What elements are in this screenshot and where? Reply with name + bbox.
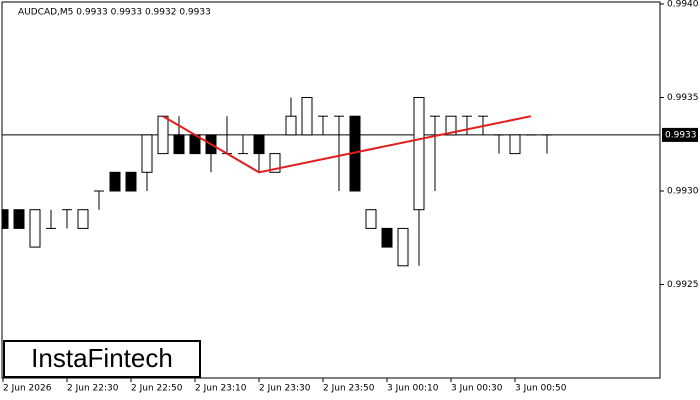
- candle-body: [173, 134, 185, 155]
- candle-body: [509, 134, 521, 155]
- y-tick-label: 0.9930: [667, 187, 699, 197]
- candle-body: [13, 209, 25, 229]
- y-tick-label: 0.9935: [667, 93, 699, 103]
- x-tick-label: 2 Jun 23:10: [195, 384, 247, 394]
- plot-area: [2, 97, 660, 267]
- candle-body: [445, 115, 457, 136]
- candle-body: [157, 115, 169, 155]
- x-tick-label: 2 Jun 23:30: [259, 384, 311, 394]
- candle-body: [109, 171, 121, 192]
- candle-body: [365, 209, 377, 229]
- x-tick-label: 2 Jun 22:30: [67, 384, 119, 394]
- candle-body: [77, 209, 89, 229]
- candle-body: [301, 97, 313, 136]
- watermark: InstaFintech: [31, 343, 173, 373]
- x-tick-label: 3 Jun 00:50: [515, 384, 567, 394]
- x-tick-label: 3 Jun 00:10: [387, 384, 439, 394]
- plot-frame: [1, 1, 661, 379]
- candle-body: [125, 171, 137, 192]
- y-tick-label: 0.9940: [667, 0, 699, 10]
- candle-body: [253, 134, 265, 155]
- candle-body: [381, 227, 393, 248]
- chart-title: AUDCAD,M5 0.9933 0.9933 0.9932 0.9933: [18, 8, 211, 18]
- x-tick-label: 2 Jun 22:50: [131, 384, 183, 394]
- candle-body: [29, 209, 41, 248]
- x-tick-label: 2 Jun 2026: [3, 384, 52, 394]
- last-price-label: 0.9933: [665, 130, 697, 140]
- candle-body: [285, 115, 297, 136]
- last-price-box: [662, 127, 698, 142]
- pattern-line: [162, 115, 532, 174]
- candle-body: [269, 153, 281, 173]
- watermark-box: [3, 340, 201, 378]
- candle-body: [397, 227, 409, 267]
- x-tick-label: 2 Jun 23:50: [323, 384, 375, 394]
- candle-body: [413, 97, 425, 211]
- candle-body: [141, 134, 153, 173]
- x-tick-label: 3 Jun 00:30: [451, 384, 503, 394]
- y-tick-label: 0.9925: [667, 280, 699, 290]
- candle-body: [2, 209, 9, 229]
